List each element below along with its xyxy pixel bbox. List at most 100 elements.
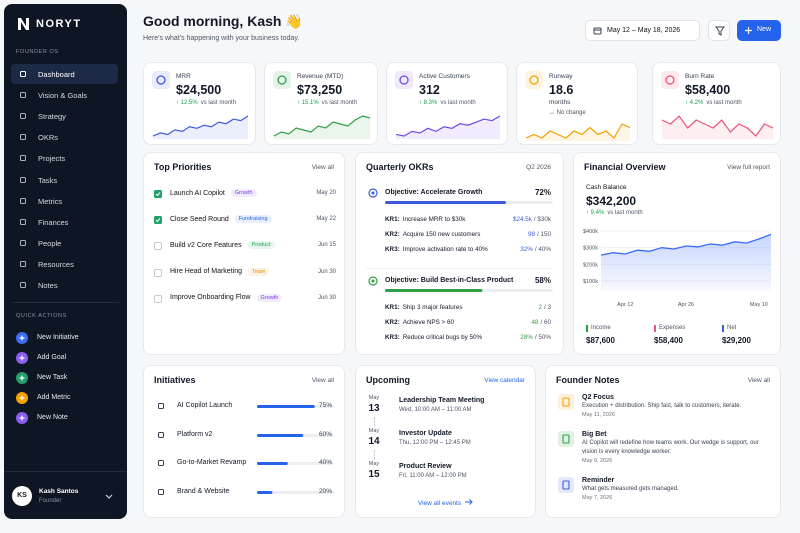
checkbox[interactable] [154,242,162,251]
icon-shape [562,397,570,407]
arrow [465,499,473,505]
event-title: Product Review [399,463,452,470]
kpi-card: Revenue (MTD) $73,250 ↑ 15.1% vs last month [264,62,378,145]
event-title: Leadership Team Meeting [399,397,485,404]
brand: NORYT [36,18,82,30]
metric-change: ↑ 9.4% vs last month [586,210,643,216]
kpi-label: MRR [176,73,191,80]
priority-title: Close Seed Round [170,215,229,223]
quick-action[interactable]: New Note [11,410,118,426]
plus-icon [745,27,752,34]
kpi-label: Active Customers [419,73,470,80]
new-button[interactable]: New [737,20,781,41]
kpi-card: Burn Rate $58,400 ↑ 4.2% vs last month [652,62,781,145]
quick-action[interactable]: Add Metric [11,390,118,406]
card-title: Initiatives [154,375,196,385]
icon [20,155,26,162]
nav-item[interactable]: Strategy [11,106,118,126]
priority-row: Close Seed Round Fundraising May 22 [154,214,336,226]
card-link[interactable]: View all [311,377,334,384]
event-time: Wed, 10:00 AM – 11:00 AM [399,407,472,413]
kr-label: KR1: [385,216,400,223]
legend-swatch [654,325,656,332]
change-value: ↑ 9.4% [586,210,605,216]
nav-item[interactable]: Projects [11,148,118,168]
sparkline [152,115,249,139]
nav-label: People [38,238,62,248]
x-tick-label: May 10 [750,302,768,308]
kpi-value: 18.6 [549,83,574,97]
kr-text: Increase MRR to $30k [402,216,466,223]
nav-item[interactable]: Resources [11,254,118,274]
kpi-icon [525,71,543,89]
event-day: 15 [368,469,380,480]
chevron[interactable] [105,492,113,500]
nav-item[interactable]: People [11,233,118,253]
nav-item[interactable]: Tasks [11,170,118,190]
filter-button[interactable] [708,20,730,41]
event-time: Fri, 11:00 AM – 12:00 PM [399,473,467,479]
note: Big Bet AI Copilot will redefine how team… [558,430,770,466]
icon-shape [158,403,164,409]
card-link[interactable]: View all [311,164,334,171]
nav-item[interactable]: OKRs [11,127,118,147]
icon [158,431,164,438]
divider [366,268,553,269]
card-title: Quarterly OKRs [366,162,434,172]
priorities-card: Top Priorities View all Launch AI Copilot G… [143,152,345,355]
quick-action[interactable]: New Initiative [11,330,118,346]
note-text: What gets measured gets managed. [582,486,679,492]
kr-target: / 60 [540,319,551,326]
icon [20,282,26,288]
note: Reminder What gets measured gets managed.… [558,476,770,503]
sparkline-area [662,116,773,139]
quick-label: Add Metric [37,394,71,401]
priority-tag: Team [247,267,270,276]
kr-text: Acquire 150 new customers [402,231,481,238]
timeline [374,417,375,427]
icon-shape [562,480,570,490]
checkbox[interactable] [154,216,162,225]
icon-shape [20,197,26,204]
view-all-events[interactable]: View all events [356,499,535,507]
priority-date: Jun 30 [317,294,336,301]
objective-title: Objective: Accelerate Growth [385,189,483,196]
card-link[interactable]: View all [747,377,770,384]
card-link[interactable]: View calendar [484,377,525,384]
checkbox[interactable] [154,190,162,198]
date-range-button[interactable]: May 12 – May 18, 2026 [585,20,700,41]
kpi-change: ↑ 12.5% vs last month [176,100,236,106]
kr-row: KR3: Reduce critical bugs by 50% [385,334,482,341]
icon-bg [395,71,413,89]
note-icon [558,394,574,410]
checkbox-box [154,216,162,225]
kpi-change: ↔ No change [549,110,586,116]
upcoming-card: Upcoming View calendar May 13 Leadership Tea… [355,365,536,518]
icon [20,260,26,267]
icon-shape [20,176,26,183]
kr-value: 28%/ 50% [520,334,551,341]
progress-bar [257,490,334,494]
event-month: May [368,395,380,401]
nav-item[interactable]: Finances [11,212,118,232]
initiative-progress: 75% [318,402,332,409]
initiative-progress: 40% [318,459,332,466]
nav-item[interactable]: Vision & Goals [11,85,118,105]
nav-item[interactable]: Metrics [11,191,118,211]
quick-action[interactable]: New Task [11,370,118,386]
checkbox[interactable] [154,294,162,303]
progress-bar [385,201,553,204]
kr-value: $24.5k / $30k [513,216,551,223]
kpi-value: $58,400 [685,83,731,97]
event-month: May [368,428,380,434]
quick-glyph [19,375,25,381]
priority-title: Improve Onboarding Flow [170,294,251,302]
sparkline-line [152,115,249,137]
date-range: May 12 – May 18, 2026 [607,27,681,34]
checkbox[interactable] [154,268,162,277]
nav-item[interactable]: Dashboard [11,64,118,84]
quick-action[interactable]: Add Goal [11,350,118,366]
legend-swatch [722,325,724,332]
card-link[interactable]: View full report [727,164,770,171]
nav-item[interactable]: Notes [11,275,118,295]
